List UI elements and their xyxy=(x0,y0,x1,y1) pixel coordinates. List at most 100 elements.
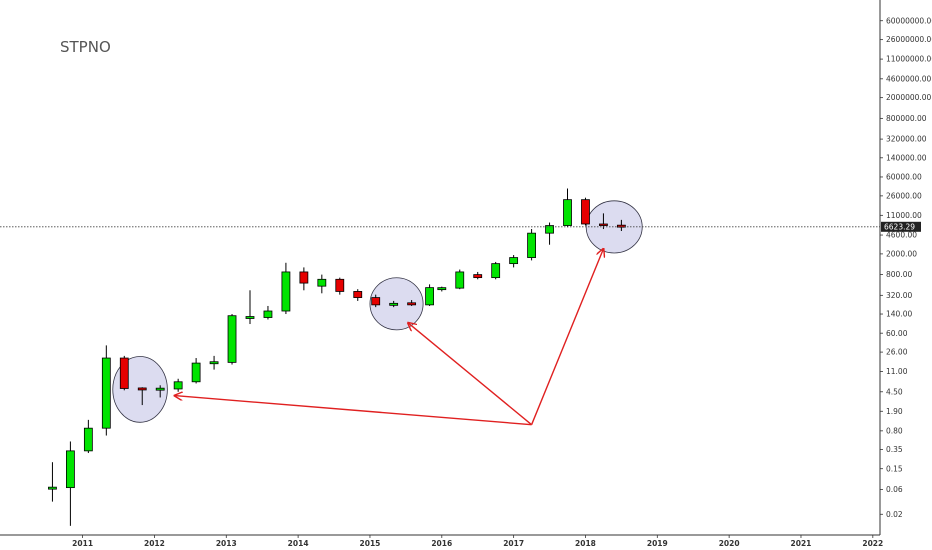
candle-body xyxy=(407,302,417,306)
candle-3 xyxy=(83,419,93,454)
annotation-arrow-1 xyxy=(175,396,532,426)
x-tick-label: 2012 xyxy=(144,539,165,548)
annotation-ellipses xyxy=(112,200,643,423)
candle-body xyxy=(389,302,399,306)
candle-body xyxy=(155,387,165,391)
candle-body xyxy=(581,199,590,225)
candle-body xyxy=(101,357,111,429)
y-tick-label: 320000.00 xyxy=(886,135,927,144)
candle-body xyxy=(83,427,93,452)
candle-body xyxy=(119,357,129,389)
candle-27 xyxy=(509,255,519,268)
candle-body xyxy=(227,315,237,363)
x-tick-label: 2022 xyxy=(862,539,883,548)
candle-body xyxy=(173,381,183,390)
candle-6 xyxy=(137,387,147,406)
chart-title: STPNO xyxy=(60,38,111,56)
candle-5 xyxy=(119,355,129,391)
y-tick-label: 60000000.00 xyxy=(886,16,932,25)
x-tick-label: 2015 xyxy=(360,539,381,548)
candle-body xyxy=(545,225,554,234)
y-tick-label: 4.50 xyxy=(886,387,903,396)
candle-14 xyxy=(281,262,291,315)
candle-body xyxy=(317,278,327,287)
y-tick-label: 11.00 xyxy=(886,367,908,376)
y-tick-label: 0.80 xyxy=(886,426,903,435)
candle-29 xyxy=(545,222,554,245)
last-price-label: 6623.29 xyxy=(884,223,915,232)
x-tick-label: 2013 xyxy=(216,539,237,548)
candle-18 xyxy=(353,289,363,301)
y-tick-label: 2000000.00 xyxy=(886,93,932,102)
x-tick-label: 2019 xyxy=(647,539,668,548)
candle-17 xyxy=(335,277,345,295)
candle-23 xyxy=(437,286,447,292)
y-tick-label: 0.15 xyxy=(886,464,903,473)
x-tick-label: 2014 xyxy=(288,539,309,548)
annotation-arrows xyxy=(175,249,604,426)
candle-15 xyxy=(299,267,309,291)
x-tick-label: 2021 xyxy=(791,539,812,548)
candle-body xyxy=(66,450,75,489)
candle-body xyxy=(263,310,273,318)
candle-body xyxy=(563,199,572,226)
y-tick-label: 800000.00 xyxy=(886,114,927,123)
candle-20 xyxy=(389,300,399,308)
candle-26 xyxy=(491,261,501,280)
candle-1 xyxy=(48,462,57,502)
candle-body xyxy=(599,223,608,226)
y-tick-label: 140000.00 xyxy=(886,153,927,162)
y-tick-label: 0.06 xyxy=(886,485,903,494)
y-tick-label: 60000.00 xyxy=(886,173,922,182)
candle-28 xyxy=(527,229,536,261)
y-tick-label: 26.00 xyxy=(886,348,908,357)
candle-body xyxy=(281,271,291,312)
candle-body xyxy=(473,274,483,279)
y-tick-label: 0.35 xyxy=(886,445,903,454)
x-tick-label: 2011 xyxy=(72,539,93,548)
candle-11 xyxy=(227,314,237,365)
candle-19 xyxy=(371,294,381,308)
candle-body xyxy=(335,278,345,292)
last-price-badge-bg xyxy=(881,221,921,232)
candle-13 xyxy=(263,305,273,320)
candles xyxy=(48,188,626,526)
candle-body xyxy=(245,316,255,319)
annotation-arrow-3 xyxy=(530,249,604,425)
candle-body xyxy=(371,297,381,306)
candle-body xyxy=(209,361,219,365)
candle-21 xyxy=(407,300,417,306)
annotation-arrow-2 xyxy=(408,323,533,426)
y-tick-label: 320.00 xyxy=(886,291,912,300)
last-price-badge: 6623.29 xyxy=(881,221,921,232)
y-tick-label: 11000000.00 xyxy=(886,55,932,64)
y-tick-label: 4600.00 xyxy=(886,231,917,240)
candle-25 xyxy=(473,271,483,280)
y-tick-label: 800.00 xyxy=(886,270,912,279)
candle-12 xyxy=(245,290,255,325)
candle-10 xyxy=(209,355,219,370)
candle-body xyxy=(455,271,465,289)
candle-body xyxy=(425,287,434,306)
y-tick-label: 0.02 xyxy=(886,510,903,519)
candle-8 xyxy=(173,378,183,392)
candle-22 xyxy=(425,284,434,306)
candle-7 xyxy=(155,385,165,398)
y-tick-label: 26000000.00 xyxy=(886,35,932,44)
candle-body xyxy=(299,271,309,284)
candle-30 xyxy=(563,188,572,228)
candle-body xyxy=(191,362,201,383)
candle-body xyxy=(437,287,447,291)
y-tick-label: 4600000.00 xyxy=(886,74,932,83)
candle-body xyxy=(527,232,536,258)
candle-4 xyxy=(101,345,111,436)
candle-31 xyxy=(581,197,590,226)
x-tick-label: 2017 xyxy=(503,539,524,548)
candle-2 xyxy=(66,441,75,526)
y-tick-label: 26000.00 xyxy=(886,191,922,200)
candle-body xyxy=(48,486,57,490)
x-tick-label: 2016 xyxy=(431,539,452,548)
candle-24 xyxy=(455,269,465,290)
